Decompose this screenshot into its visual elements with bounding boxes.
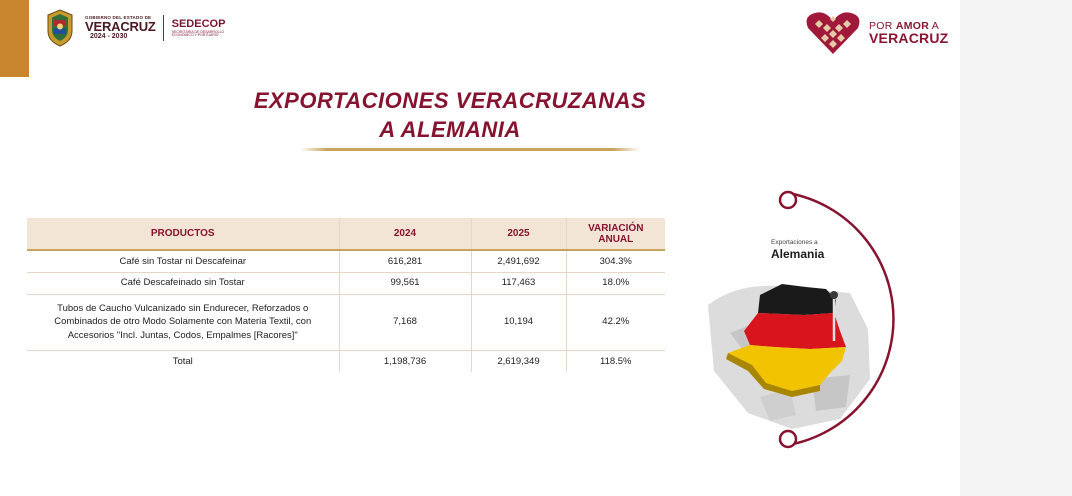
agency-name: SEDECOP [171,17,226,30]
germany-map-illustration [708,190,895,449]
table-row: Café sin Tostar ni Descafeinar 616,281 2… [27,250,665,273]
page-title: EXPORTACIONES VERACRUZANAS A ALEMANIA [200,86,700,144]
variation-cell: 42.2% [565,294,665,351]
table-header-row: PRODUCTOS 2024 2025 VARIACIÓN ANUAL [27,218,665,251]
header-divider [162,15,164,41]
map-caption: Exportaciones a Alemania [771,239,825,261]
title-underline [300,148,640,151]
heart-pattern-icon [806,12,860,54]
state-name: VERACRUZ [85,19,156,35]
government-header-logo: GOBIERNO DEL ESTADO DE VERACRUZ 2024 - 2… [45,8,226,48]
value-2024-cell: 7,168 [338,294,471,351]
value-2025-cell: 117,463 [470,272,566,295]
agency-subtitle: SECRETARÍA DE DESARROLLO ECONÓMICO Y POR… [171,29,225,37]
corner-accent-tab [0,0,29,77]
administration-years: 2024 - 2030 [90,33,128,41]
por-amor-a-veracruz-logo: POR AMOR A VERACRUZ [805,10,948,56]
total-label-cell: Total [172,355,193,367]
government-label: GOBIERNO DEL ESTADO DE [85,14,152,20]
decorative-arc [787,191,895,447]
brand-tagline: POR AMOR A [869,19,940,32]
map-caption-small: Exportaciones a [771,239,818,246]
value-2024-cell: 616,281 [338,250,471,273]
table-row: Café Descafeinado sin Tostar 99,561 117,… [27,272,665,295]
arc-top-dot [778,190,798,210]
table-row: Tubos de Caucho Vulcanizado sin Endurece… [27,294,665,351]
slide: GOBIERNO DEL ESTADO DE VERACRUZ 2024 - 2… [0,0,960,496]
variation-cell: 18.0% [565,272,665,295]
product-cell: Café Descafeinado sin Tostar [27,272,339,295]
product-cell: Tubos de Caucho Vulcanizado sin Endurece… [27,294,339,351]
title-line-2: A ALEMANIA [379,117,521,142]
arc-bottom-dot [778,429,798,449]
value-2025-cell: 2,491,692 [470,250,566,273]
header-year-2024: 2024 [338,218,471,251]
brand-name: VERACRUZ [869,30,949,47]
header-products: PRODUCTOS [27,218,339,251]
map-caption-country: Alemania [771,246,825,261]
state-crest-icon [47,9,73,47]
value-2024-cell: 99,561 [338,272,471,295]
germany-flag-map [726,284,846,397]
page-right-margin [960,0,1072,496]
exports-table: PRODUCTOS 2024 2025 VARIACIÓN ANUAL Café… [27,218,665,372]
total-2025-cell: 2,619,349 [470,350,566,372]
header-annual-variation: VARIACIÓN ANUAL [565,218,665,251]
total-2024-cell: 1,198,736 [338,350,471,372]
product-cell: Café sin Tostar ni Descafeinar [27,250,339,273]
value-2025-cell: 10,194 [470,294,566,351]
variation-cell: 304.3% [565,250,665,273]
header-year-2025: 2025 [470,218,566,251]
location-pin-icon [830,291,838,299]
table-total-row: Total 1,198,736 2,619,349 118.5% [27,350,665,372]
title-line-1: EXPORTACIONES VERACRUZANAS [253,88,647,113]
total-variation-cell: 118.5% [565,350,665,372]
